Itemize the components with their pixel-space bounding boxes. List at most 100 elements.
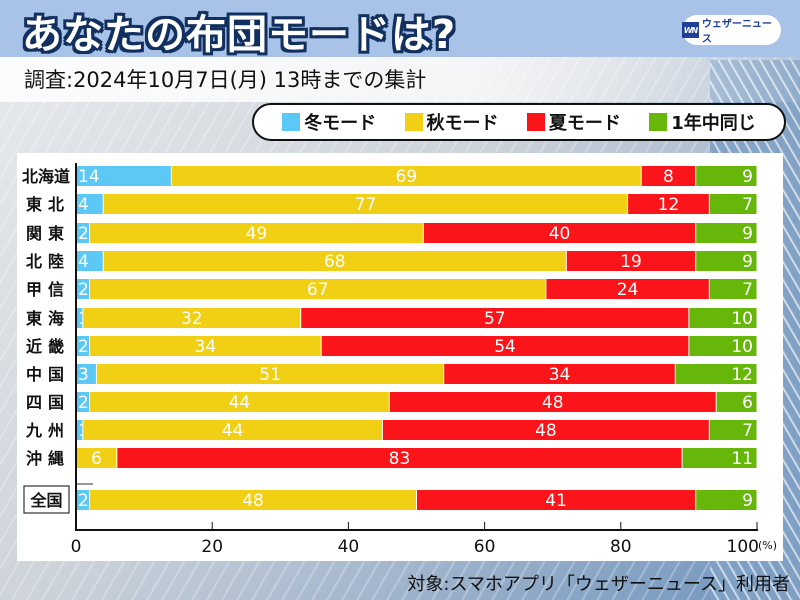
legend-label: 1年中同じ <box>671 113 756 134</box>
legend-item-winter: 冬モード <box>282 109 376 135</box>
data-label: 77 <box>355 195 377 215</box>
data-label: 6 <box>91 449 102 469</box>
data-label: 7 <box>742 195 753 215</box>
legend-swatch <box>649 113 668 131</box>
category-label: 全国 <box>29 491 62 510</box>
bar-segment <box>76 251 103 271</box>
data-label: 40 <box>549 224 571 244</box>
bar-segment <box>321 336 689 356</box>
bar-segment <box>628 194 709 214</box>
legend-label: 夏モード <box>548 113 621 134</box>
data-label: 9 <box>742 167 753 187</box>
bar-segment <box>709 420 757 440</box>
data-label: 12 <box>658 195 680 215</box>
title-band <box>0 0 800 57</box>
highlight-box <box>23 485 70 514</box>
bar-segment <box>76 223 90 243</box>
bar-segment <box>76 336 90 356</box>
data-label: 2 <box>78 224 89 244</box>
bar-segment <box>76 166 171 186</box>
bar-segment <box>96 364 444 384</box>
weathernews-logo: WN ウェザーニュース <box>682 15 781 45</box>
data-label: 24 <box>617 280 639 300</box>
data-label: 2 <box>78 280 89 300</box>
bar-segment <box>90 279 546 299</box>
data-label: 7 <box>742 280 753 300</box>
legend-item-same-all-year: 1年中同じ <box>649 109 756 135</box>
survey-date: 調査:2024年10月7日(月) 13時までの集計 <box>24 68 427 92</box>
bar-segment <box>76 364 96 384</box>
data-label: 54 <box>494 337 516 357</box>
data-label: 69 <box>395 167 417 187</box>
category-label: 東海 <box>26 309 70 328</box>
bar-segment <box>696 251 757 271</box>
data-label: 10 <box>731 337 753 357</box>
category-label: 沖縄 <box>26 449 70 468</box>
data-label: 34 <box>549 365 571 385</box>
category-label: 関東 <box>26 224 70 243</box>
bar-segment <box>696 490 757 510</box>
bar-segment <box>689 336 757 356</box>
bar-segment <box>716 392 757 412</box>
subtitle-band <box>0 57 800 102</box>
x-unit-label: (%) <box>758 539 777 552</box>
legend-label: 冬モード <box>304 113 377 134</box>
bar-segment <box>103 251 566 271</box>
category-label: 九州 <box>25 421 70 440</box>
x-tick-label: 0 <box>71 537 82 557</box>
bar-segment <box>444 364 675 384</box>
bar-segment <box>423 223 696 243</box>
bar-segment <box>83 308 301 328</box>
data-label: 48 <box>242 491 264 511</box>
legend-swatch <box>526 113 545 131</box>
category-label: 東北 <box>26 195 70 214</box>
data-label: 10 <box>731 309 753 329</box>
data-label: 7 <box>742 421 753 441</box>
bar-segment <box>389 392 716 412</box>
data-label: 9 <box>742 491 753 511</box>
bar-segment <box>76 490 90 510</box>
legend-item-summer: 夏モード <box>526 109 621 135</box>
logo-text: ウェザーニュース <box>701 19 772 45</box>
x-tick-label: 80 <box>610 537 632 557</box>
bar-segment <box>566 251 696 271</box>
data-label: 49 <box>246 224 268 244</box>
wn-logo-icon: WN <box>682 22 699 38</box>
x-tick-label: 60 <box>474 537 496 557</box>
data-label: 9 <box>742 252 753 272</box>
data-label: 2 <box>78 491 89 511</box>
bar-segment <box>90 392 389 412</box>
data-label: 14 <box>78 167 100 187</box>
data-label: 3 <box>78 365 89 385</box>
legend-swatch <box>404 113 423 131</box>
bar-segment <box>90 336 321 356</box>
bar-segment <box>641 166 696 186</box>
bar-segment <box>76 194 103 214</box>
x-tick-label: 20 <box>201 537 223 557</box>
data-label: 48 <box>542 393 564 413</box>
data-label: 2 <box>78 337 89 357</box>
data-label: 9 <box>742 224 753 244</box>
data-label: 67 <box>307 280 329 300</box>
bar-segment <box>90 490 417 510</box>
bar-segment <box>76 392 90 412</box>
bar-segment <box>117 448 682 468</box>
page-title: あなたの布団モードは? <box>22 12 457 58</box>
data-label: 51 <box>259 365 281 385</box>
data-label: 44 <box>229 393 251 413</box>
bar-segment <box>76 279 90 299</box>
category-label: 四国 <box>26 393 70 412</box>
data-label: 48 <box>535 421 557 441</box>
data-label: 4 <box>78 195 89 215</box>
legend-swatch <box>282 113 301 131</box>
data-label: 6 <box>742 393 753 413</box>
bar-segment <box>382 420 709 440</box>
bar-segment <box>76 448 117 468</box>
data-label: 4 <box>78 252 89 272</box>
bar-segment <box>696 166 757 186</box>
bar-segment <box>709 194 757 214</box>
data-label: 68 <box>324 252 346 272</box>
bar-segment <box>546 279 709 299</box>
data-label: 8 <box>663 167 674 187</box>
